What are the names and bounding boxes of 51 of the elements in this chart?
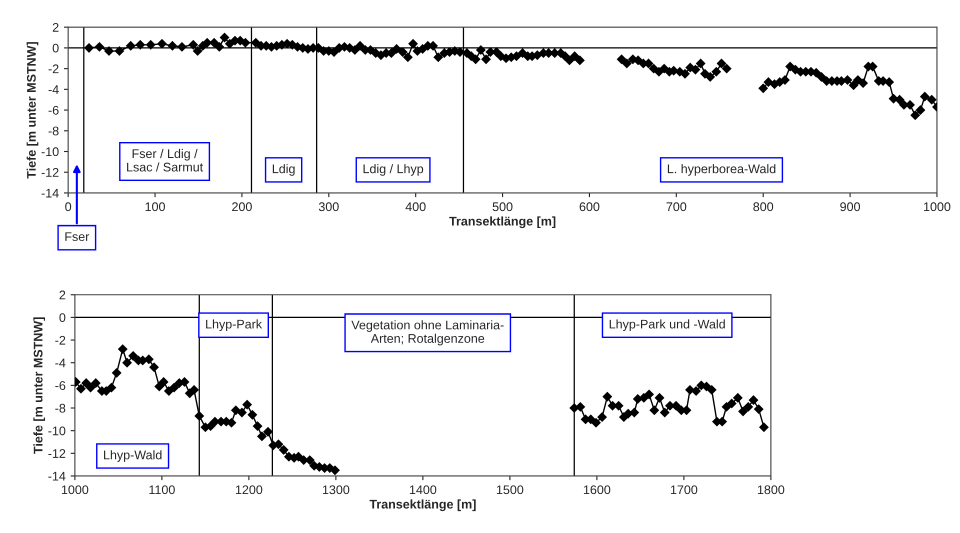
y-tick-label: 2 xyxy=(52,22,59,32)
y-tick-label: -8 xyxy=(48,126,59,136)
x-axis-title: Transektlänge [m] xyxy=(449,216,556,228)
x-tick-label: 1700 xyxy=(670,485,698,494)
x-tick-label: 1500 xyxy=(496,485,524,494)
x-tick-label: 1100 xyxy=(149,485,175,494)
y-tick-label: -4 xyxy=(48,85,59,94)
x-tick-label: 400 xyxy=(406,202,426,212)
annotation: Lhyp-Wald xyxy=(104,450,162,462)
y-tick-label: -4 xyxy=(55,358,66,368)
x-axis-title: Transektlänge [m] xyxy=(370,499,476,512)
x-tick-label: 300 xyxy=(318,202,339,212)
y-tick-label: -6 xyxy=(48,106,59,115)
y-tick-label: -14 xyxy=(42,188,59,198)
x-tick-label: 1400 xyxy=(410,485,436,494)
x-tick-label: 1800 xyxy=(758,485,784,494)
y-axis-title: Tiefe [m unter MSTNW] xyxy=(26,42,38,179)
x-tick-label: 200 xyxy=(232,202,252,212)
x-tick-label: 1000 xyxy=(62,485,88,494)
y-tick-label: 2 xyxy=(60,290,66,300)
x-tick-label: 700 xyxy=(666,202,686,212)
annotation: Fser / Ldig / Lsac / Sarmut xyxy=(127,148,204,172)
x-tick-label: 0 xyxy=(65,202,72,212)
annotation: Ldig / Lhyp xyxy=(364,164,424,176)
x-tick-label: 900 xyxy=(840,202,860,212)
y-tick-label: -8 xyxy=(55,404,66,413)
x-tick-label: 1600 xyxy=(584,485,610,494)
x-tick-label: 1200 xyxy=(236,485,262,494)
x-tick-label: 1300 xyxy=(322,485,350,494)
y-tick-label: -12 xyxy=(48,449,66,458)
y-tick-label: 0 xyxy=(59,313,66,322)
y-tick-label: -10 xyxy=(48,426,66,436)
text: Fser xyxy=(65,232,90,242)
x-tick-label: 100 xyxy=(146,202,165,212)
x-tick-label: 800 xyxy=(753,202,774,212)
y-tick-label: -2 xyxy=(48,64,59,74)
annotation: Lhyp-Park und -Wald xyxy=(610,319,725,332)
y-tick-label: -10 xyxy=(42,147,59,156)
x-tick-label: 600 xyxy=(580,202,600,212)
annotation: Lhyp-Park xyxy=(206,319,262,332)
y-tick-label: 0 xyxy=(52,44,59,53)
annotation: L. hyperborea-Wald xyxy=(668,164,776,176)
x-tick-label: 1000 xyxy=(924,202,950,212)
annotation: Ldig xyxy=(272,164,295,176)
y-tick-label: -12 xyxy=(42,168,59,177)
y-tick-label: -6 xyxy=(55,381,66,390)
y-tick-label: -14 xyxy=(48,472,66,480)
x-tick-label: 500 xyxy=(492,202,512,212)
y-tick-label: -2 xyxy=(55,336,66,345)
y-axis-title: Tiefe [m unter MSTNW] xyxy=(33,317,46,454)
annotation: Vegetation ohne Laminaria- Arten; Rotalgenzone xyxy=(351,320,504,346)
